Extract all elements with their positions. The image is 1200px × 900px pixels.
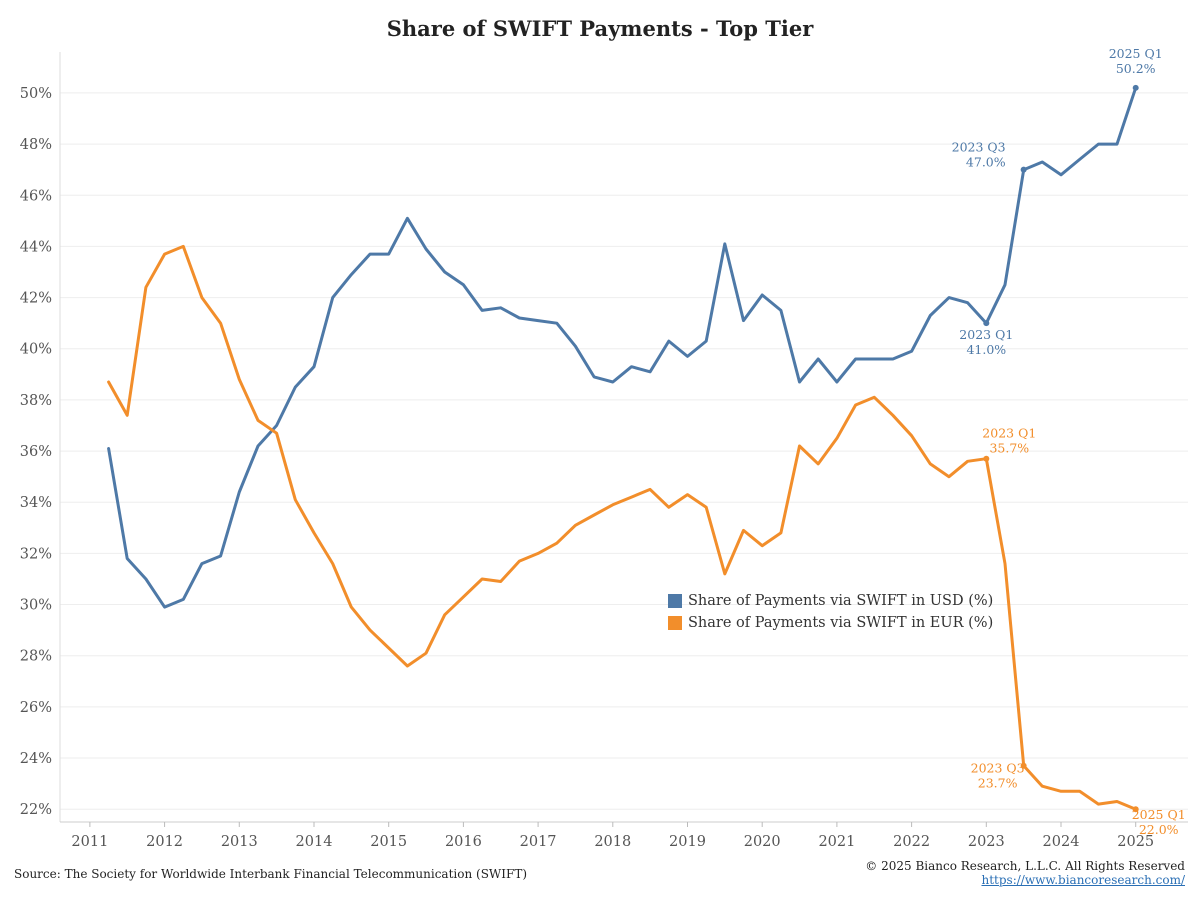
x-tick-label: 2012 — [146, 834, 183, 850]
chart-title: Share of SWIFT Payments - Top Tier — [386, 16, 814, 41]
annotation-label: 2023 Q1 — [982, 426, 1036, 441]
annotation-point — [983, 455, 990, 462]
usd-series-line — [107, 86, 1138, 609]
x-tick-label: 2023 — [968, 834, 1005, 850]
x-tick-label: 2025 — [1117, 834, 1154, 850]
annotation-label: 2023 Q3 — [952, 140, 1006, 155]
legend: Share of Payments via SWIFT in USD (%) S… — [668, 590, 993, 634]
annotation-label: 35.7% — [989, 441, 1029, 456]
legend-label-eur: Share of Payments via SWIFT in EUR (%) — [688, 615, 994, 631]
x-tick-label: 2024 — [1043, 834, 1080, 850]
annotation-label: 2023 Q1 — [959, 327, 1013, 342]
legend-swatch-usd — [668, 594, 682, 608]
y-tick-label: 40% — [20, 342, 52, 358]
y-tick-label: 34% — [20, 495, 52, 511]
copyright-text: © 2025 Bianco Research, L.L.C. All Right… — [865, 859, 1185, 873]
annotation-point — [1132, 84, 1139, 91]
y-tick-label: 28% — [20, 649, 52, 665]
y-tick-label: 46% — [20, 188, 52, 204]
x-tick-label: 2014 — [296, 834, 333, 850]
y-tick-label: 26% — [20, 700, 52, 716]
y-tick-label: 48% — [20, 137, 52, 153]
legend-item-usd[interactable]: Share of Payments via SWIFT in USD (%) — [668, 590, 993, 612]
x-tick-label: 2013 — [221, 834, 258, 850]
eur-series-line — [107, 244, 1138, 811]
annotation-point — [1020, 166, 1027, 173]
y-tick-label: 38% — [20, 393, 52, 409]
annotation-point — [983, 320, 990, 327]
x-tick-label: 2016 — [445, 834, 482, 850]
copyright-block: © 2025 Bianco Research, L.L.C. All Right… — [865, 859, 1185, 887]
y-tick-label: 30% — [20, 598, 52, 614]
legend-item-eur[interactable]: Share of Payments via SWIFT in EUR (%) — [668, 612, 993, 634]
x-tick-label: 2015 — [370, 834, 407, 850]
legend-label-usd: Share of Payments via SWIFT in USD (%) — [688, 593, 994, 609]
x-tick-label: 2022 — [893, 834, 930, 850]
annotation-label: 2023 Q3 — [971, 761, 1025, 776]
y-tick-label: 50% — [20, 86, 52, 102]
annotation-point — [1132, 806, 1139, 813]
y-tick-label: 22% — [20, 802, 52, 818]
y-tick-label: 42% — [20, 291, 52, 307]
annotation-label: 2025 Q1 — [1109, 46, 1163, 61]
annotation-label: 41.0% — [966, 342, 1006, 357]
annotation-point — [1020, 762, 1027, 769]
website-link[interactable]: https://www.biancoresearch.com/ — [981, 873, 1185, 887]
x-tick-label: 2021 — [818, 834, 855, 850]
y-tick-label: 36% — [20, 444, 52, 460]
series-lines — [107, 86, 1138, 811]
annotation-label: 47.0% — [966, 155, 1006, 170]
annotation-label: 22.0% — [1139, 822, 1179, 837]
annotation-label: 23.7% — [978, 776, 1018, 791]
x-tick-label: 2011 — [71, 834, 108, 850]
source-note: Source: The Society for Worldwide Interb… — [14, 867, 528, 881]
annotation-label: 2025 Q1 — [1132, 807, 1186, 822]
legend-swatch-eur — [668, 616, 682, 630]
annotation-label: 50.2% — [1116, 61, 1156, 76]
y-tick-label: 32% — [20, 546, 52, 562]
x-tick-label: 2019 — [669, 834, 706, 850]
axes: 22% 24% 26% 28% 30% 32% 34% 36% 38% 40% 42% 44% 46% 4… — [20, 52, 1188, 850]
x-tick-label: 2018 — [594, 834, 631, 850]
y-tick-label: 44% — [20, 239, 52, 255]
x-tick-label: 2017 — [520, 834, 557, 850]
y-tick-label: 24% — [20, 751, 52, 767]
x-tick-label: 2020 — [744, 834, 781, 850]
